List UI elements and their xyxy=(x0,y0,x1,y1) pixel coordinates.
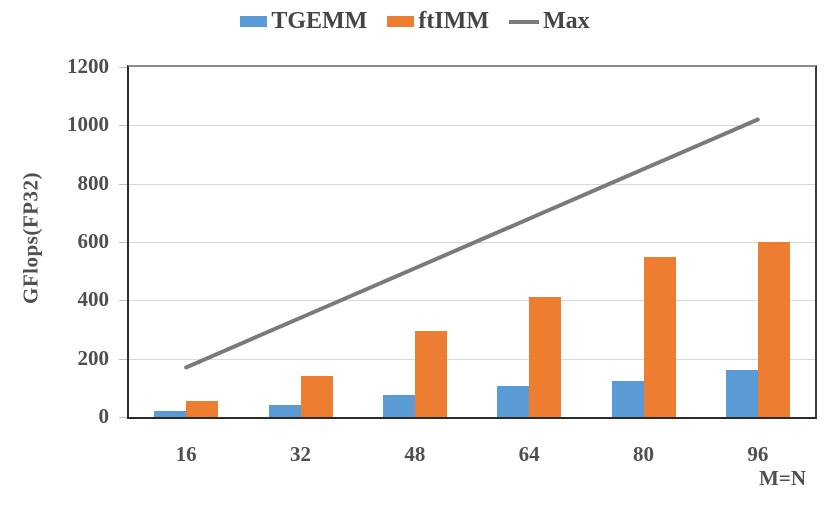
x-axis-tick-labels: 16 32 48 64 80 96 xyxy=(127,442,817,468)
y-tick-label: 400 xyxy=(77,287,110,312)
y-axis-tick-marks xyxy=(119,0,129,516)
tgemm-bar xyxy=(611,380,644,417)
tgemm-bar xyxy=(497,386,530,417)
gridline xyxy=(129,125,815,127)
legend-item-ftimm: ftIMM xyxy=(387,8,489,35)
legend-label-tgemm: TGEMM xyxy=(271,8,368,34)
x-tick-label: 48 xyxy=(404,442,426,466)
max-line-swatch-icon xyxy=(508,19,539,24)
legend: TGEMM ftIMM Max xyxy=(0,8,830,35)
plot-inner xyxy=(129,67,815,417)
y-tick-mark xyxy=(119,242,129,243)
tgemm-bar xyxy=(268,405,301,417)
gridline xyxy=(129,183,815,185)
tgemm-bar xyxy=(382,395,415,417)
x-tick-label: 64 xyxy=(518,442,540,466)
plot-area xyxy=(127,65,817,419)
y-tick-label: 1200 xyxy=(67,54,109,78)
legend-label-max: Max xyxy=(542,8,590,34)
ftimm-bar xyxy=(414,330,447,417)
y-axis-tick-labels: 0 200 400 600 800 1000 1200 xyxy=(0,0,109,516)
x-tick-label: 32 xyxy=(290,442,311,466)
y-tick-label: 600 xyxy=(77,229,110,253)
y-tick-mark xyxy=(119,300,129,302)
x-tick-label: 96 xyxy=(747,442,769,466)
x-tick-label: 16 xyxy=(175,442,197,466)
y-tick-label: 200 xyxy=(77,345,110,370)
tgemm-swatch-icon xyxy=(240,16,268,27)
gridline xyxy=(129,358,815,360)
ftimm-bar xyxy=(300,376,333,417)
y-tick-mark xyxy=(119,67,129,68)
ftimm-swatch-icon xyxy=(387,16,415,27)
y-tick-mark xyxy=(119,125,129,127)
ftimm-bar xyxy=(643,256,676,417)
tgemm-bar xyxy=(725,370,758,417)
max-line xyxy=(184,117,760,370)
y-tick-mark xyxy=(119,417,129,418)
y-tick-label: 800 xyxy=(77,170,110,195)
ftimm-bar xyxy=(186,400,219,417)
x-axis-title: M=N xyxy=(759,466,806,490)
y-tick-mark xyxy=(119,183,129,185)
y-tick-label: 1000 xyxy=(67,112,109,137)
ftimm-bar xyxy=(529,297,562,417)
gridline xyxy=(129,300,815,302)
legend-item-tgemm: TGEMM xyxy=(240,8,367,35)
legend-item-max: Max xyxy=(508,8,590,35)
y-tick-label: 0 xyxy=(98,404,110,428)
y-tick-mark xyxy=(119,358,129,360)
legend-label-ftimm: ftIMM xyxy=(418,8,489,34)
x-tick-label: 80 xyxy=(633,442,654,466)
ftimm-bar xyxy=(757,242,790,417)
tgemm-bar xyxy=(154,411,187,417)
max-line-series xyxy=(184,117,760,370)
